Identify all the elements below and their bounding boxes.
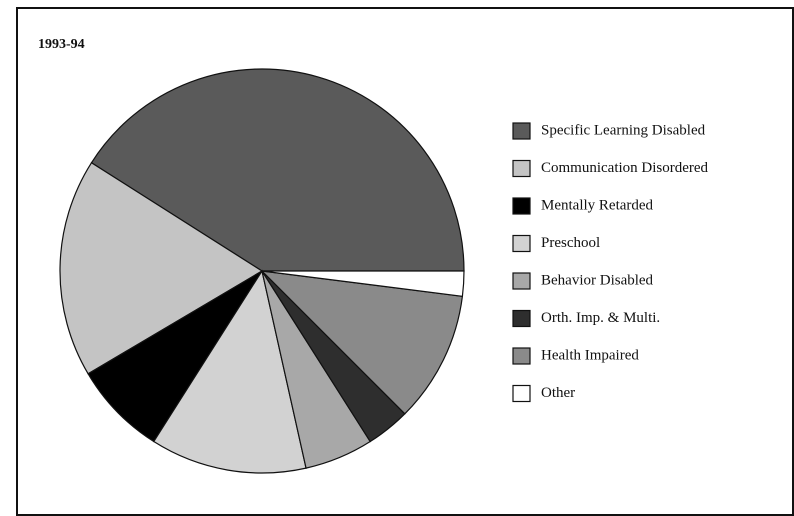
legend-swatch xyxy=(512,272,531,290)
pie-slice xyxy=(152,269,307,474)
pie-slice xyxy=(59,161,264,375)
legend-label: Health Impaired xyxy=(541,347,639,363)
legend-label: Preschool xyxy=(541,235,600,251)
legend-label: Orth. Imp. & Multi. xyxy=(541,310,660,326)
legend-swatch xyxy=(512,347,531,365)
pie-slice xyxy=(260,270,464,415)
legend-swatch xyxy=(512,309,531,328)
legend-label: Specific Learning Disabled xyxy=(541,122,706,138)
pie-slice xyxy=(87,270,263,443)
legend-swatch xyxy=(512,122,531,140)
chart-title: 1993-94 xyxy=(38,37,85,52)
legend-label: Mentally Retarded xyxy=(541,197,654,213)
legend-swatch xyxy=(512,384,531,403)
legend-label: Other xyxy=(541,385,575,401)
legend-label: Behavior Disabled xyxy=(541,272,654,288)
legend-swatch xyxy=(512,159,531,178)
legend-swatch xyxy=(512,197,531,215)
pie-slice xyxy=(90,68,465,272)
pie-slice xyxy=(261,270,465,297)
legend-label: Communication Disordered xyxy=(541,160,709,176)
legend-swatch xyxy=(512,234,531,253)
